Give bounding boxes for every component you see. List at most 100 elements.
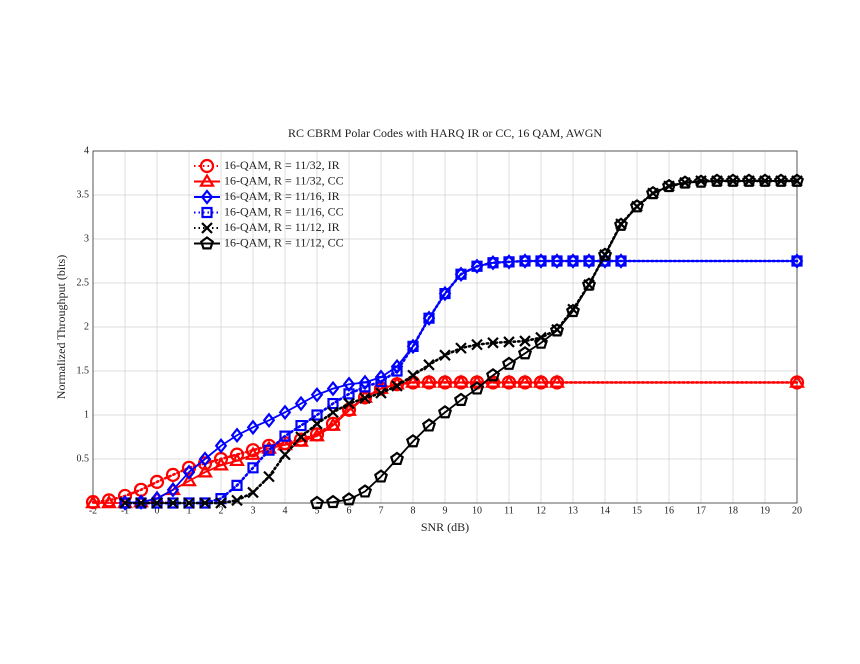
marker [245,443,261,458]
marker [278,404,292,421]
y-tick-label: 0.5 [77,453,90,464]
marker [199,497,211,509]
marker [310,386,324,403]
x-tick-label: -2 [89,505,97,516]
marker [551,255,563,267]
marker [439,349,451,361]
marker [101,494,117,509]
marker [263,444,275,456]
marker [390,451,404,465]
legend-label: 16-QAM, R = 11/16, IR [224,189,340,203]
marker [630,199,644,213]
x-tick-label: 16 [664,505,674,516]
marker [566,253,580,269]
x-axis-label: SNR (dB) [421,520,469,534]
marker [326,494,340,509]
marker [247,462,259,474]
marker [486,254,500,271]
marker [391,365,403,377]
marker [295,431,307,443]
marker [149,474,165,489]
marker [646,185,660,200]
marker [279,430,291,442]
marker [726,173,740,187]
marker [518,346,532,360]
marker [502,254,516,270]
chart-title: RC CBRM Polar Codes with HARQ IR or CC, … [288,126,602,140]
x-tick-label: 10 [472,505,482,516]
marker [311,418,323,430]
x-tick-label: -1 [121,505,129,516]
legend-label: 16-QAM, R = 11/12, IR [224,220,340,234]
marker [326,380,340,397]
x-tick-label: 19 [760,505,770,516]
marker [245,446,261,460]
x-tick-label: 0 [155,505,160,516]
y-tick-label: 2 [84,321,89,332]
x-tick-label: 20 [792,505,802,516]
marker [454,392,468,406]
x-tick-label: 3 [251,505,256,516]
marker [437,374,453,388]
x-tick-label: 8 [411,505,416,516]
x-tick-label: 6 [347,505,352,516]
marker [200,189,214,205]
marker [614,217,628,231]
marker [534,335,548,349]
legend-label: 16-QAM, R = 11/32, CC [224,173,344,187]
marker [501,374,517,388]
marker [263,470,275,483]
marker [230,427,244,444]
legend-label: 16-QAM, R = 11/16, CC [224,204,344,218]
marker [566,303,580,318]
x-tick-label: 11 [504,505,514,516]
marker [406,434,420,448]
marker [85,494,101,509]
x-tick-label: 17 [696,505,706,516]
marker [359,381,371,393]
marker [183,497,195,509]
marker [455,268,467,280]
marker [246,419,260,436]
marker [470,381,484,395]
marker [407,369,419,382]
marker [165,467,181,482]
marker [135,497,147,509]
marker [199,173,215,187]
marker [262,412,276,429]
y-tick-label: 3.5 [77,189,90,200]
marker [614,253,628,269]
marker [151,497,163,509]
marker [533,374,549,388]
marker [535,255,547,267]
marker [423,359,435,371]
marker [325,417,341,431]
marker [391,380,403,392]
x-tick-label: 14 [600,505,610,516]
marker [598,247,612,261]
x-tick-label: 4 [283,505,288,516]
marker [471,260,483,272]
marker [662,178,676,193]
x-tick-label: 18 [728,505,738,516]
marker [582,253,596,269]
marker [167,497,179,509]
marker [502,356,516,370]
marker [567,255,579,267]
marker [791,255,803,267]
legend-label: 16-QAM, R = 11/32, IR [224,158,340,172]
marker [231,494,243,507]
marker [119,497,131,509]
marker [181,472,197,487]
marker [455,342,467,354]
series-line [316,180,798,504]
marker [197,464,213,478]
marker [519,255,531,267]
marker [518,253,532,269]
marker [790,173,804,187]
marker [201,206,213,219]
marker [358,374,372,391]
marker [214,438,228,454]
marker [375,375,387,388]
